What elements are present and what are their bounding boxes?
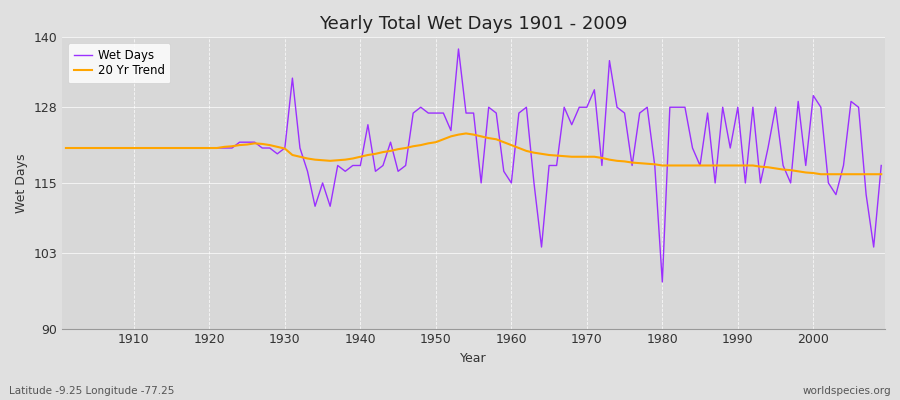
- 20 Yr Trend: [461, 131, 472, 136]
- Wet Days: [604, 58, 615, 63]
- Wet Days: [60, 146, 71, 150]
- Wet Days: [287, 76, 298, 80]
- Wet Days: [453, 46, 464, 51]
- Wet Days: [332, 163, 343, 168]
- Title: Yearly Total Wet Days 1901 - 2009: Yearly Total Wet Days 1901 - 2009: [320, 15, 628, 33]
- Wet Days: [121, 146, 131, 150]
- Wet Days: [514, 111, 525, 116]
- Y-axis label: Wet Days: Wet Days: [15, 153, 28, 213]
- Legend: Wet Days, 20 Yr Trend: Wet Days, 20 Yr Trend: [68, 43, 170, 84]
- Wet Days: [506, 180, 517, 185]
- 20 Yr Trend: [121, 146, 131, 150]
- X-axis label: Year: Year: [460, 352, 487, 365]
- 20 Yr Trend: [287, 152, 298, 157]
- 20 Yr Trend: [815, 172, 826, 177]
- Wet Days: [657, 280, 668, 284]
- 20 Yr Trend: [604, 157, 615, 162]
- Wet Days: [876, 163, 886, 168]
- Text: Latitude -9.25 Longitude -77.25: Latitude -9.25 Longitude -77.25: [9, 386, 175, 396]
- 20 Yr Trend: [876, 172, 886, 177]
- 20 Yr Trend: [506, 143, 517, 148]
- 20 Yr Trend: [60, 146, 71, 150]
- 20 Yr Trend: [514, 146, 525, 150]
- Line: Wet Days: Wet Days: [66, 49, 881, 282]
- Line: 20 Yr Trend: 20 Yr Trend: [66, 134, 881, 174]
- Text: worldspecies.org: worldspecies.org: [803, 386, 891, 396]
- 20 Yr Trend: [332, 158, 343, 163]
